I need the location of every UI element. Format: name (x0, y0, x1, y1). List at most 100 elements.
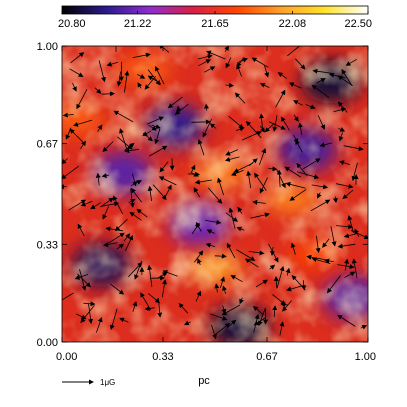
field-vector (253, 313, 260, 333)
field-vector (147, 185, 153, 202)
field-vector (351, 258, 358, 279)
field-vector (106, 232, 125, 245)
colorbar-tick-label: 22.08 (279, 18, 307, 30)
field-vector (80, 304, 95, 324)
field-vector (259, 177, 268, 194)
field-vector (197, 258, 202, 266)
field-vector (264, 122, 275, 133)
field-vector (62, 158, 68, 165)
field-vector (90, 202, 101, 210)
field-vector (123, 233, 131, 242)
plot-frame (61, 45, 369, 343)
field-vector (77, 223, 85, 237)
field-vector (259, 113, 265, 130)
field-vector (230, 275, 243, 283)
field-vector (98, 60, 106, 83)
field-vector (94, 87, 102, 94)
field-vector (217, 177, 224, 196)
field-vector (276, 169, 286, 189)
x-tick-label: 0.00 (56, 351, 77, 363)
field-vector (80, 200, 93, 207)
x-axis-label: pc (198, 375, 210, 387)
field-vector (191, 172, 199, 177)
field-vector (220, 276, 225, 289)
field-vector (302, 158, 321, 170)
field-vector (174, 103, 189, 115)
field-vector (252, 199, 266, 205)
field-vector (336, 183, 354, 189)
field-vector (178, 302, 189, 314)
field-vector (158, 46, 170, 53)
field-vector (339, 160, 351, 166)
filament-texture (62, 46, 368, 342)
field-vector (195, 290, 202, 302)
field-vector (137, 73, 146, 79)
field-vector (310, 199, 331, 212)
field-vector (250, 212, 270, 219)
field-vector (272, 305, 278, 318)
field-vector (235, 126, 245, 132)
field-vector (246, 170, 252, 189)
field-vector (109, 283, 125, 295)
field-vector (224, 46, 230, 52)
field-vector (116, 243, 124, 250)
field-vector (214, 253, 227, 259)
field-vector (337, 101, 348, 113)
field-vector (132, 52, 151, 58)
field-vector (293, 100, 303, 106)
colorbar-ticks: 20.80 21.22 21.65 22.08 22.50 (58, 11, 372, 30)
field-vector (154, 128, 161, 145)
field-vector (253, 317, 266, 326)
field-vector (80, 140, 86, 150)
field-vector (72, 82, 77, 92)
field-vector (234, 92, 246, 104)
field-vector (159, 161, 169, 173)
field-vector (333, 107, 347, 113)
field-vector (297, 122, 303, 136)
field-vector (326, 275, 341, 294)
field-vector (142, 132, 153, 142)
colorbar-tick-label: 20.80 (58, 18, 86, 30)
field-vector (280, 302, 288, 308)
field-vector (268, 121, 286, 130)
field-vector (268, 166, 278, 172)
field-vector (183, 320, 191, 326)
field-vector (62, 292, 74, 301)
field-vector (337, 314, 356, 327)
field-vector (194, 179, 212, 185)
field-vector (105, 226, 123, 232)
field-vector (225, 57, 232, 69)
x-tick-label: 0.67 (256, 351, 277, 363)
field-vector (152, 184, 167, 200)
field-vector (146, 116, 165, 125)
y-tick-label: 0.67 (37, 139, 58, 151)
field-vector (351, 230, 368, 240)
field-vector (237, 206, 243, 214)
field-vector (328, 72, 346, 79)
field-vector (83, 301, 96, 307)
field-vector (134, 260, 142, 280)
field-vector (144, 76, 156, 90)
field-vector (288, 82, 302, 89)
field-vector (190, 164, 196, 174)
field-vector (230, 169, 244, 176)
field-vector (228, 115, 244, 129)
colorbar-tick-label: 21.22 (124, 18, 152, 30)
field-vector (117, 136, 133, 150)
field-vector (65, 127, 72, 140)
field-vector (167, 96, 183, 109)
field-vector (306, 254, 328, 261)
field-vector (106, 61, 119, 67)
field-vector (155, 65, 165, 85)
field-vector (131, 173, 137, 187)
field-vector (147, 293, 161, 304)
field-vector (211, 324, 217, 340)
field-vector (276, 169, 282, 188)
field-vector (338, 127, 346, 132)
field-vector (293, 135, 299, 144)
field-vector (345, 58, 357, 66)
field-vector (76, 89, 88, 110)
field-vector (311, 257, 331, 264)
field-vector (289, 189, 307, 201)
field-vector (351, 162, 358, 182)
